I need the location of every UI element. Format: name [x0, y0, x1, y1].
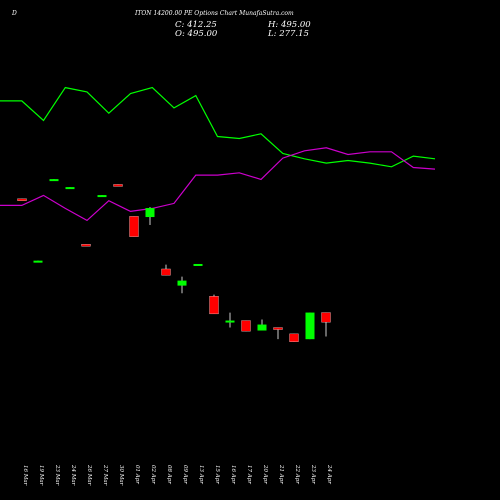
candle — [257, 319, 267, 331]
candle — [289, 333, 299, 342]
x-tick-label: 24 Apr — [326, 464, 332, 484]
candle-body — [49, 179, 59, 182]
x-tick-label: 27 Mar — [102, 464, 108, 486]
x-tick-label: 23 Apr — [310, 464, 316, 484]
candle-body — [209, 296, 219, 315]
candle — [49, 179, 59, 182]
x-tick-label: 24 Mar — [70, 464, 76, 486]
x-tick-label: 01 Apr — [134, 465, 140, 484]
x-tick-label: 16 Apr — [230, 465, 236, 484]
candle — [65, 187, 75, 190]
candle — [177, 276, 187, 294]
candle — [33, 260, 43, 263]
chart-title: ITON 14200.00 PE Options Chart MunafaSut… — [135, 10, 294, 17]
x-tick-label: 21 Apr — [278, 464, 284, 484]
low-value: L: 277.15 — [268, 29, 309, 39]
candle-body — [177, 280, 187, 286]
candle — [161, 264, 171, 276]
candle — [193, 263, 203, 266]
indicator-lines — [0, 86, 436, 222]
candle-body — [129, 216, 139, 237]
candle-body — [257, 324, 267, 331]
candle-body — [97, 195, 107, 198]
x-tick-label: 17 Apr — [246, 465, 252, 484]
close-value: C: 412.25 — [175, 20, 217, 30]
x-axis-ticks: 16 Mar 19 Mar 23 Mar 24 Mar 26 Mar 27 Mar 30 M… — [22, 464, 332, 486]
candle — [209, 294, 219, 315]
candle — [17, 198, 27, 201]
x-tick-label: 22 Apr — [294, 464, 300, 484]
magenta-indicator-line — [0, 147, 436, 222]
x-tick-label: 15 Apr — [214, 465, 220, 484]
x-tick-label: 09 Apr — [182, 465, 188, 484]
candle — [225, 312, 235, 328]
candle-body — [193, 263, 203, 266]
candle-body — [17, 198, 27, 201]
high-value: H: 495.00 — [268, 20, 311, 30]
candle-body — [273, 327, 283, 330]
symbol-letter: D — [12, 10, 17, 17]
candle — [129, 216, 139, 237]
candle — [97, 195, 107, 198]
x-tick-label: 02 Apr — [150, 465, 156, 484]
candle-body — [321, 312, 331, 323]
candle — [241, 320, 251, 332]
candle-body — [241, 320, 251, 332]
x-tick-label: 08 Apr — [166, 465, 172, 484]
green-indicator-line — [0, 86, 436, 168]
candle-body — [305, 312, 315, 340]
x-tick-label: 13 Apr — [198, 465, 204, 484]
candle-body — [113, 184, 123, 187]
x-tick-label: 26 Mar — [86, 464, 92, 486]
candles — [17, 179, 331, 342]
candle-body — [65, 187, 75, 190]
candle-body — [33, 260, 43, 263]
candle-body — [289, 333, 299, 342]
candle — [81, 244, 91, 247]
candle — [145, 207, 155, 226]
candle — [273, 327, 283, 340]
x-tick-label: 30 Mar — [118, 465, 124, 486]
candle-body — [81, 244, 91, 247]
x-tick-label: 16 Mar — [22, 465, 28, 486]
open-value: O: 495.00 — [175, 29, 218, 39]
x-tick-label: 20 Apr — [262, 464, 268, 484]
candle — [321, 312, 331, 337]
x-tick-label: 23 Mar — [54, 464, 60, 486]
candle — [113, 184, 123, 187]
candle-body — [225, 320, 235, 323]
x-tick-label: 19 Mar — [38, 465, 44, 486]
candle-body — [145, 208, 155, 218]
candle — [305, 312, 315, 340]
candle-body — [161, 268, 171, 276]
